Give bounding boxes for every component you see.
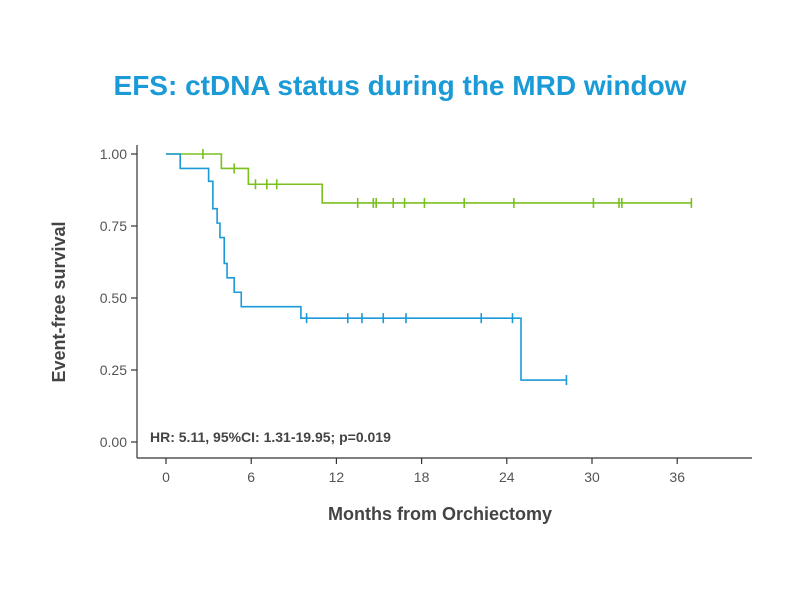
x-tick-label: 0 — [162, 469, 170, 485]
plot-area — [166, 149, 693, 386]
axes: 0.00 0.25 0.50 0.75 1.00 0 6 12 18 24 30 36 — [100, 145, 752, 485]
hazard-ratio-annotation: HR: 5.11, 95%CI: 1.31-19.95; p=0.019 — [150, 429, 391, 445]
y-tick-label: 0.00 — [100, 434, 127, 450]
x-tick-label: 12 — [329, 469, 345, 485]
y-tick-label: 0.25 — [100, 362, 127, 378]
y-axis-title: Event-free survival — [49, 221, 69, 382]
x-tick-label: 6 — [247, 469, 255, 485]
x-tick-label: 30 — [584, 469, 600, 485]
x-tick-label: 36 — [669, 469, 685, 485]
x-axis-title: Months from Orchiectomy — [328, 504, 552, 524]
y-tick-label: 0.75 — [100, 218, 127, 234]
km-curve-series-2 — [166, 153, 567, 381]
y-tick-label: 0.50 — [100, 290, 127, 306]
km-curve-series-1 — [166, 153, 692, 204]
chart-title: EFS: ctDNA status during the MRD window — [113, 70, 687, 101]
y-tick-label: 1.00 — [100, 146, 127, 162]
x-tick-label: 24 — [499, 469, 515, 485]
x-tick-label: 18 — [414, 469, 430, 485]
